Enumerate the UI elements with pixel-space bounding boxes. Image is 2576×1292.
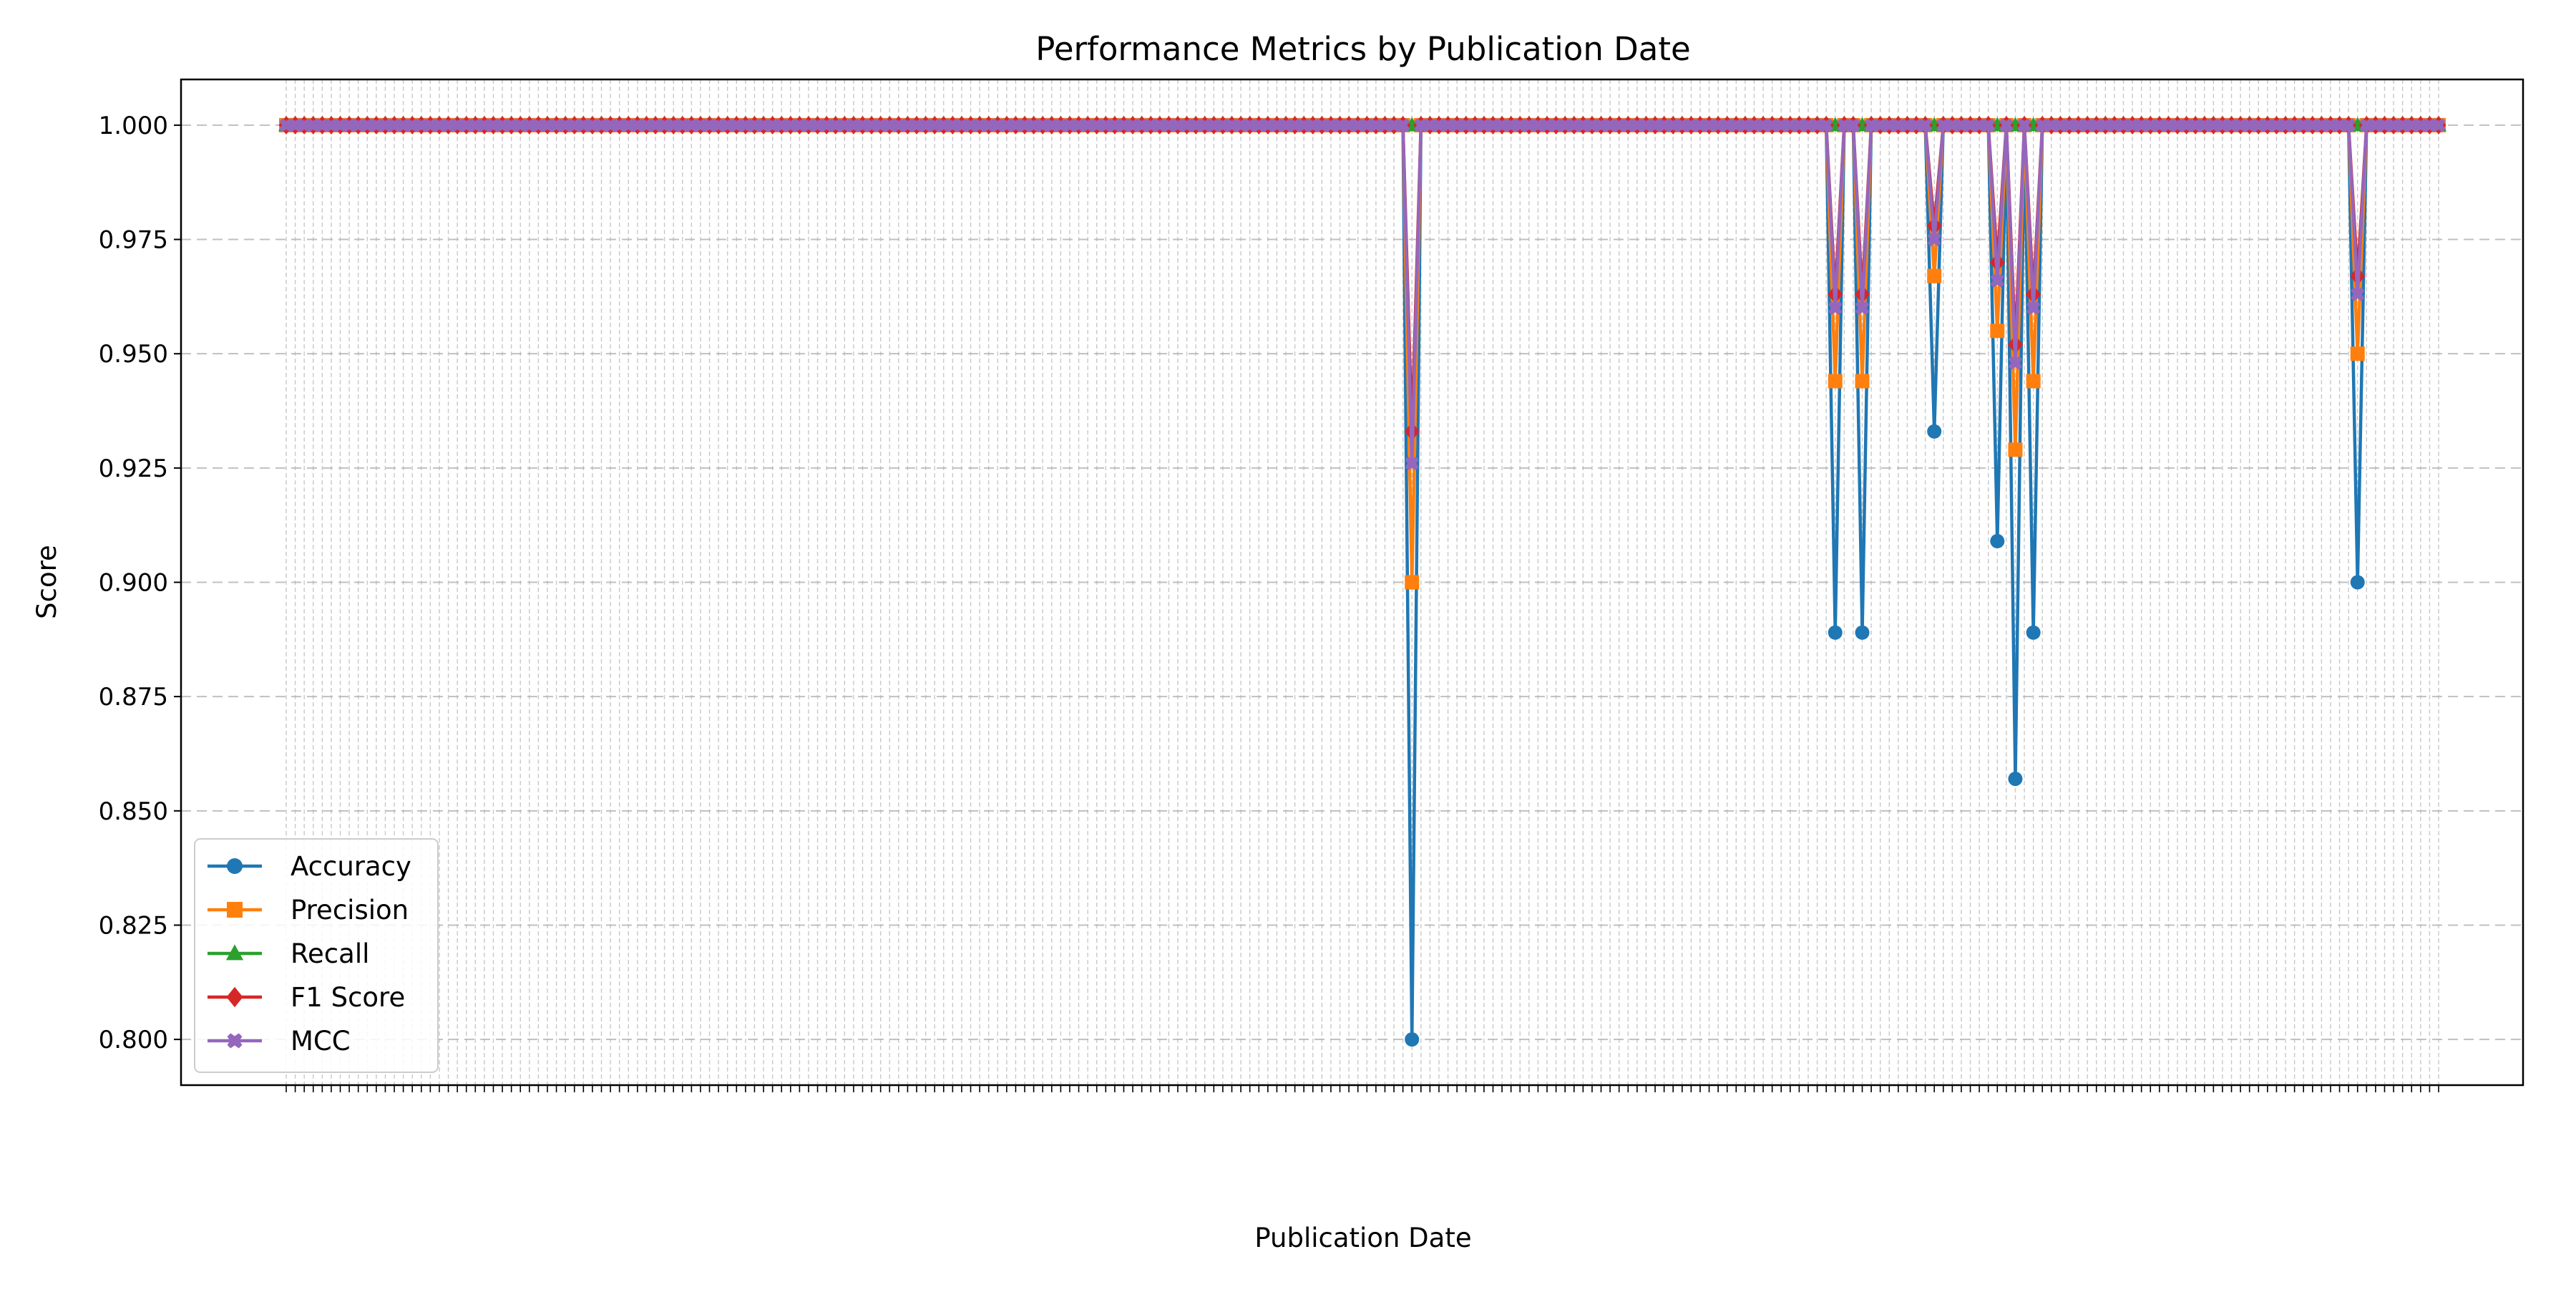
y-tick-label: 0.850 — [99, 797, 168, 826]
data-point-mcc — [1855, 301, 1870, 315]
y-tick-label: 0.800 — [99, 1026, 168, 1054]
legend-item-accuracy: Accuracy — [208, 851, 411, 882]
legend-marker-mcc — [227, 1033, 243, 1049]
legend-label: Accuracy — [291, 851, 411, 882]
legend-label: Recall — [291, 938, 369, 969]
y-tick-label: 0.925 — [99, 455, 168, 483]
data-point-mcc — [1999, 118, 2014, 132]
data-point-accuracy — [1828, 625, 1843, 640]
data-point-precision — [1927, 268, 1942, 283]
grid-lines — [181, 79, 2523, 1085]
data-point-precision — [1990, 324, 2005, 339]
data-point-mcc — [2017, 118, 2031, 132]
legend-item-f1-score: F1 Score — [208, 982, 405, 1013]
data-point-mcc — [2431, 118, 2446, 132]
legend-marker-recall — [225, 944, 244, 961]
legend-label: MCC — [291, 1026, 351, 1057]
data-point-mcc — [1405, 456, 1419, 470]
data-point-accuracy — [2008, 772, 2023, 787]
data-point-precision — [1405, 575, 1420, 590]
data-point-mcc — [1990, 273, 2004, 288]
legend-marker-f1-score — [226, 986, 243, 1008]
y-axis: 0.800 0.825 0.850 0.875 0.900 0.925 0.950 0.975… — [99, 112, 181, 1054]
data-point-accuracy — [1855, 625, 1870, 640]
data-point-mcc — [1819, 118, 1833, 132]
legend-marker-precision — [227, 902, 243, 918]
data-point-mcc — [2341, 118, 2356, 132]
x-axis — [286, 1085, 2439, 1092]
y-tick-label: 0.825 — [99, 911, 168, 940]
y-tick-label: 0.975 — [99, 226, 168, 255]
x-axis-title: Publication Date — [1254, 1223, 1471, 1253]
legend-marker-accuracy — [227, 858, 243, 874]
legend-item-recall: Recall — [208, 938, 369, 969]
data-point-precision — [2350, 346, 2365, 361]
legend-item-precision: Precision — [208, 895, 409, 926]
legend-box — [194, 838, 439, 1073]
series-mcc — [279, 118, 2446, 470]
legend-label: Precision — [291, 895, 409, 926]
data-point-mcc — [2008, 356, 2022, 370]
legend: Accuracy Precision Recall F1 Score MCC — [194, 838, 439, 1073]
y-axis-title: Score — [31, 545, 62, 619]
data-point-precision — [1855, 374, 1870, 389]
data-point-mcc — [1927, 233, 1941, 247]
legend-label: F1 Score — [291, 982, 405, 1013]
data-point-precision — [2008, 442, 2023, 457]
data-point-mcc — [1846, 118, 1860, 132]
y-tick-label: 0.950 — [99, 340, 168, 369]
data-point-precision — [1828, 374, 1843, 389]
data-point-mcc — [1828, 301, 1843, 315]
data-point-precision — [2026, 374, 2041, 389]
y-tick-label: 1.000 — [99, 112, 168, 140]
data-point-mcc — [2351, 287, 2365, 301]
data-point-mcc — [1918, 118, 1933, 132]
data-point-accuracy — [1990, 534, 2005, 549]
chart-title: Performance Metrics by Publication Date — [1035, 30, 1690, 68]
data-point-mcc — [1396, 118, 1410, 132]
data-point-mcc — [1981, 118, 1996, 132]
data-point-accuracy — [1405, 1032, 1420, 1047]
data-point-accuracy — [2026, 625, 2041, 640]
y-tick-label: 0.900 — [99, 569, 168, 598]
y-tick-label: 0.875 — [99, 683, 168, 711]
data-point-accuracy — [1927, 424, 1942, 439]
data-point-accuracy — [2350, 575, 2365, 590]
legend-item-mcc: MCC — [208, 1026, 351, 1057]
data-point-mcc — [2026, 301, 2041, 315]
series-layer — [278, 115, 2446, 1047]
